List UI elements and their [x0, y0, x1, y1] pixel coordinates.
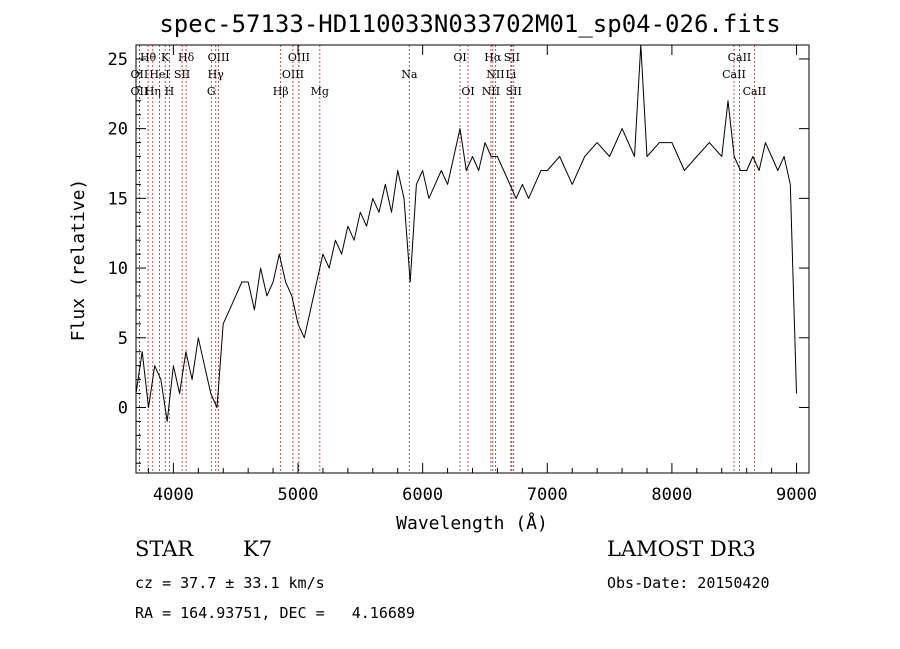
- y-tick-label-3: 15: [108, 189, 128, 209]
- line-label-10: HeI: [149, 68, 169, 81]
- line-label-7: SII: [504, 51, 520, 64]
- line-label-12: Hγ: [208, 68, 225, 81]
- line-label-18: OII: [131, 85, 149, 98]
- series-group: [135, 44, 797, 422]
- observation-date: Obs-Date: 20150420: [607, 574, 770, 592]
- redshift-velocity: cz = 37.7 ± 33.1 km/s: [135, 574, 325, 592]
- y-tick-label-0: 0: [118, 398, 128, 418]
- ra-dec-coordinates: RA = 164.93751, DEC = 4.16689: [135, 604, 415, 622]
- object-class: STAR: [135, 537, 194, 561]
- x-axis-label: Wavelength (Å): [396, 512, 548, 534]
- line-label-6: Hα: [484, 51, 502, 64]
- line-label-19: Hη: [145, 85, 161, 98]
- line-label-2: Hδ: [178, 51, 195, 64]
- chart-title: spec-57133-HD110033N033702M01_sp04-026.f…: [159, 10, 780, 38]
- line-label-16: Li: [505, 68, 516, 81]
- x-tick-label-5: 9000: [776, 485, 817, 505]
- line-label-26: SII: [506, 85, 522, 98]
- y-axis-label: Flux (relative): [68, 179, 89, 342]
- line-label-27: CaII: [743, 85, 767, 98]
- line-label-8: CaII: [728, 51, 752, 64]
- x-tick-label-3: 7000: [527, 485, 568, 505]
- line-label-17: CaII: [722, 68, 746, 81]
- line-label-15: NII: [486, 68, 504, 81]
- line-label-14: Na: [401, 68, 418, 81]
- line-label-25: NII: [482, 85, 500, 98]
- y-ticks: 0 5 10 15 20 25: [108, 50, 809, 464]
- series-line-0: [135, 44, 797, 422]
- line-label-21: G: [207, 85, 216, 98]
- y-tick-label-2: 10: [108, 259, 128, 279]
- x-tick-label-2: 6000: [402, 485, 443, 505]
- x-tick-label-1: 5000: [278, 485, 319, 505]
- line-label-13: OIII: [282, 68, 304, 81]
- y-tick-label-4: 20: [108, 120, 128, 140]
- y-tick-label-5: 25: [108, 50, 128, 70]
- line-label-0: Hθ: [140, 51, 157, 64]
- plot-frame: [135, 44, 810, 474]
- object-subclass: K7: [243, 537, 273, 561]
- line-label-1: K: [161, 51, 170, 64]
- line-label-24: OI: [461, 85, 474, 98]
- y-tick-label-1: 5: [118, 329, 128, 349]
- x-tick-label-0: 4000: [153, 485, 194, 505]
- line-label-5: OI: [453, 51, 466, 64]
- line-label-20: H: [165, 85, 175, 98]
- line-label-23: Mg: [311, 85, 329, 98]
- line-label-22: Hβ: [273, 85, 289, 98]
- line-label-3: OIII: [208, 51, 230, 64]
- survey-name: LAMOST DR3: [607, 537, 756, 561]
- x-ticks: 4000 5000 6000 7000 8000 9000: [147, 45, 817, 505]
- line-label-4: OIII: [288, 51, 310, 64]
- line-label-11: SII: [174, 68, 190, 81]
- x-tick-label-4: 8000: [651, 485, 692, 505]
